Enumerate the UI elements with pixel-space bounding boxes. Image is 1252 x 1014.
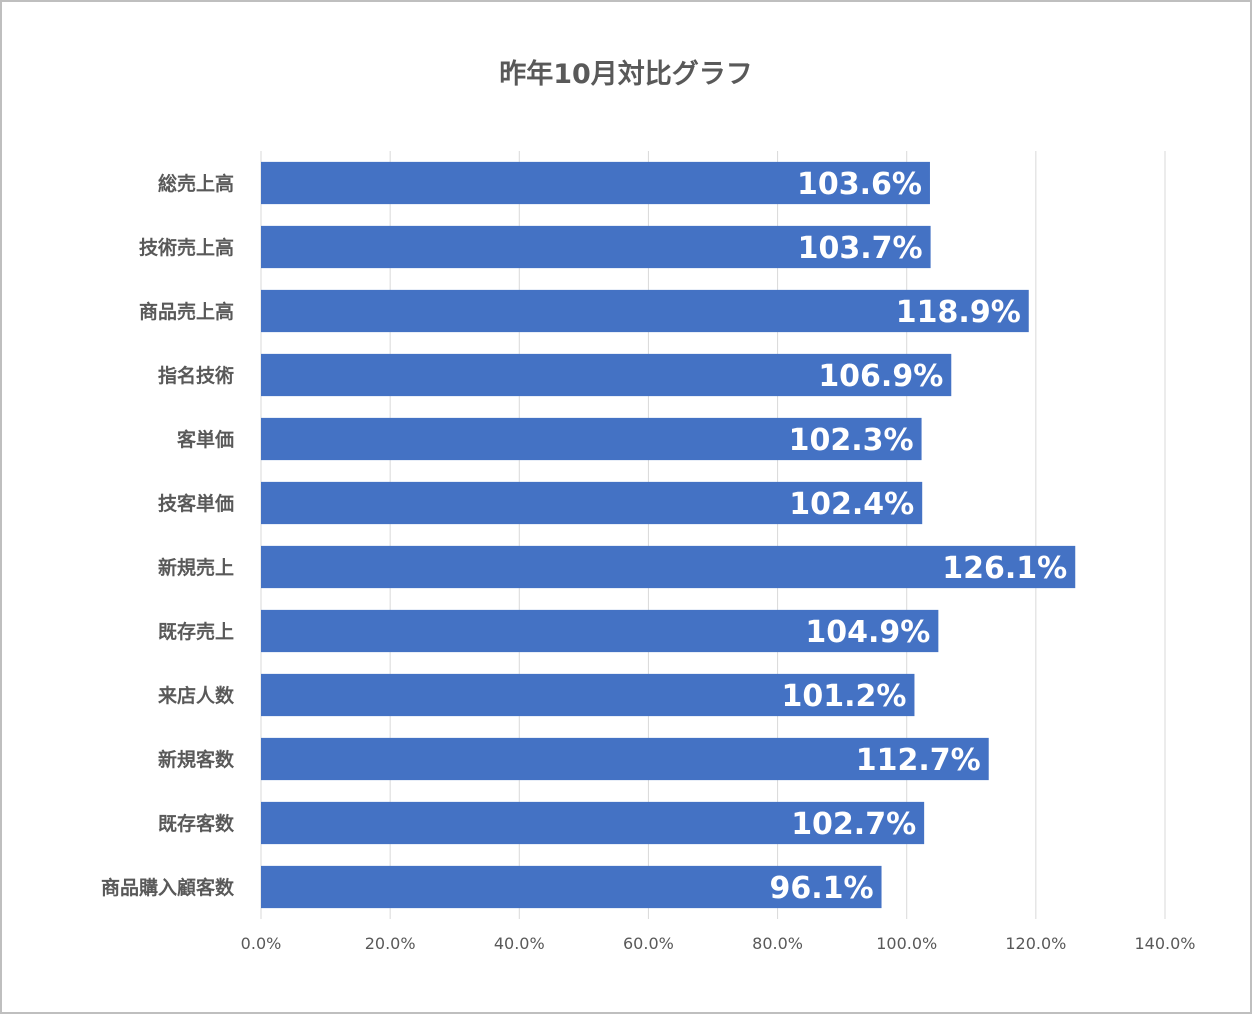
data-label: 102.7% — [791, 807, 916, 842]
x-tick-label: 0.0% — [241, 934, 282, 953]
x-tick-label: 60.0% — [623, 934, 674, 953]
gridlines — [260, 151, 1166, 919]
data-label: 103.7% — [798, 231, 923, 266]
bar — [261, 481, 923, 525]
category-label: 総売上高 — [158, 172, 234, 195]
category-label: 技術売上高 — [139, 236, 234, 259]
x-tick-label: 140.0% — [1134, 934, 1195, 953]
category-label: 商品購入顧客数 — [101, 876, 235, 899]
data-label: 96.1% — [769, 871, 873, 906]
category-label: 既存客数 — [158, 812, 235, 835]
data-label: 112.7% — [856, 743, 981, 778]
data-label: 102.4% — [789, 487, 914, 522]
bar — [261, 289, 1029, 333]
category-label: 来店人数 — [158, 684, 235, 707]
category-label: 客単価 — [177, 428, 234, 451]
x-tick-label: 20.0% — [365, 934, 416, 953]
data-label: 118.9% — [896, 295, 1021, 330]
data-labels: 103.6% 103.7% 118.9% 106.9% 102.3% 102.4% 126.… — [769, 167, 1067, 906]
data-label: 103.6% — [797, 167, 922, 202]
bar — [261, 545, 1076, 589]
bars — [261, 161, 1076, 909]
category-axis: 総売上高技術売上高商品売上高指名技術客単価技客単価新規売上既存売上来店人数新規客… — [101, 172, 235, 899]
value-axis: 0.0% 20.0% 40.0% 60.0% 80.0% 100.0% 120.0% 140.… — [241, 934, 1196, 953]
bar — [261, 865, 882, 909]
x-tick-label: 100.0% — [876, 934, 937, 953]
data-label: 102.3% — [789, 423, 914, 458]
bar — [261, 161, 930, 205]
data-label: 101.2% — [782, 679, 907, 714]
x-tick-label: 120.0% — [1005, 934, 1066, 953]
x-tick-label: 40.0% — [494, 934, 545, 953]
bar — [261, 673, 915, 717]
data-label: 104.9% — [805, 615, 930, 650]
x-tick-label: 80.0% — [752, 934, 803, 953]
data-label: 106.9% — [818, 359, 943, 394]
category-label: 商品売上高 — [139, 300, 234, 323]
bar — [261, 225, 931, 269]
category-label: 既存売上 — [158, 620, 234, 643]
category-label: 新規売上 — [158, 556, 234, 579]
bar — [261, 801, 925, 845]
bar — [261, 417, 922, 461]
bar — [261, 353, 952, 397]
category-label: 指名技術 — [158, 364, 234, 387]
bar — [261, 737, 989, 781]
category-label: 新規客数 — [158, 748, 235, 771]
chart-title: 昨年10月対比グラフ — [499, 59, 753, 90]
category-label: 技客単価 — [158, 492, 234, 515]
bar — [261, 609, 939, 653]
data-label: 126.1% — [942, 551, 1067, 586]
